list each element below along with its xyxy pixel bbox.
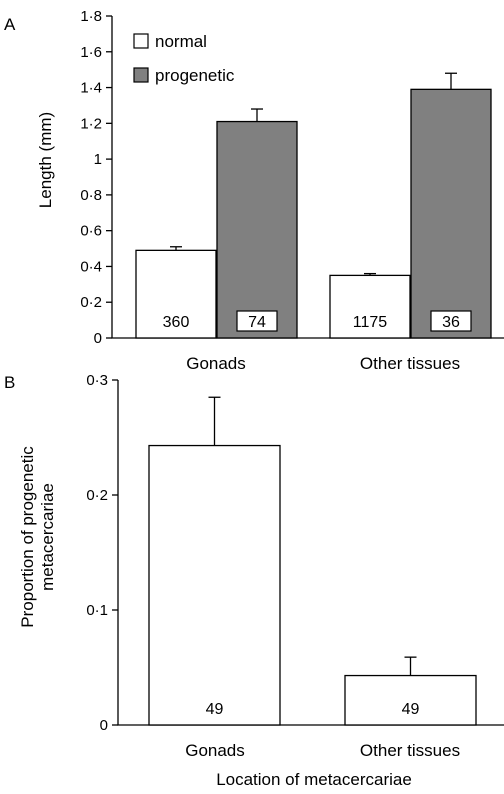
- bar-normal-gonads-n-label: 360: [163, 314, 190, 331]
- panel-b-y-tick-label: 0: [100, 717, 108, 734]
- panel-b-category-gonads: Gonads: [185, 741, 245, 760]
- panel-a-y-tick-label: 1·2: [80, 115, 102, 132]
- panel-b: B Proportion of progenetic metacercariae…: [4, 372, 504, 789]
- panel-b-category-other-tissues: Other tissues: [360, 741, 460, 760]
- panel-a-y-tick-label: 0·8: [80, 187, 102, 204]
- panel-a-category-gonads: Gonads: [186, 354, 246, 373]
- panel-a-letter: A: [4, 15, 16, 34]
- panel-b-y-tick-label: 0·1: [86, 602, 108, 619]
- panel-b-y-axis-label-line2: metacercariae: [38, 483, 57, 591]
- panel-b-letter: B: [4, 373, 15, 392]
- bar-proportion-other-tissues-n-label: 49: [402, 701, 420, 718]
- bar-proportion-gonads-n-label: 49: [206, 701, 224, 718]
- panel-b-y-tick-label: 0·3: [86, 372, 108, 389]
- bar-progenetic-gonads-n-label-box: [236, 310, 278, 332]
- panel-a-y-tick-label: 1·8: [80, 8, 102, 25]
- panel-b-x-axis-label: Location of metacercariae: [216, 770, 412, 789]
- panel-a-y-tick-label: 0·2: [80, 294, 102, 311]
- panel-a-y-axis-label: Length (mm): [36, 112, 55, 208]
- legend-label-progenetic: progenetic: [155, 66, 235, 85]
- bar-progenetic-other-tissues: [410, 88, 492, 339]
- bar-normal-gonads: [135, 249, 217, 339]
- bar-normal-other-tissues-n-label: 1175: [353, 314, 388, 331]
- panel-a-y-tick-label: 1: [94, 151, 102, 168]
- panel-b-y-tick-label: 0·2: [86, 487, 108, 504]
- bar-progenetic-other-tissues-n-label-box: [430, 310, 472, 332]
- panel-a-y-tick-label: 0·4: [80, 258, 102, 275]
- legend-swatch-normal: [133, 33, 149, 49]
- panel-a-y-tick-label: 1·4: [80, 80, 102, 97]
- panel-a-category-other-tissues: Other tissues: [360, 354, 460, 373]
- bar-normal-other-tissues: [329, 274, 411, 339]
- legend-label-normal: normal: [155, 32, 207, 51]
- panel-a: A Length (mm) 0 0·2 0·4 0·6 0·8 1 1·2 1·4 1·6 1·8…: [4, 8, 504, 373]
- panel-b-y-axis-label-line1: Proportion of progenetic: [18, 446, 37, 628]
- panel-a-y-tick-label: 1·6: [80, 44, 102, 61]
- bar-progenetic-other-tissues-n-label: 36: [442, 314, 460, 331]
- bar-proportion-gonads: [148, 444, 281, 726]
- bar-progenetic-gonads-n-label: 74: [248, 314, 266, 331]
- legend-swatch-progenetic: [133, 67, 149, 83]
- panel-a-legend: normal progenetic: [133, 32, 235, 85]
- panel-a-y-tick-label: 0: [94, 330, 102, 347]
- bar-proportion-other-tissues: [344, 674, 477, 726]
- panel-a-y-tick-label: 0·6: [80, 223, 102, 240]
- bar-progenetic-gonads: [216, 120, 298, 339]
